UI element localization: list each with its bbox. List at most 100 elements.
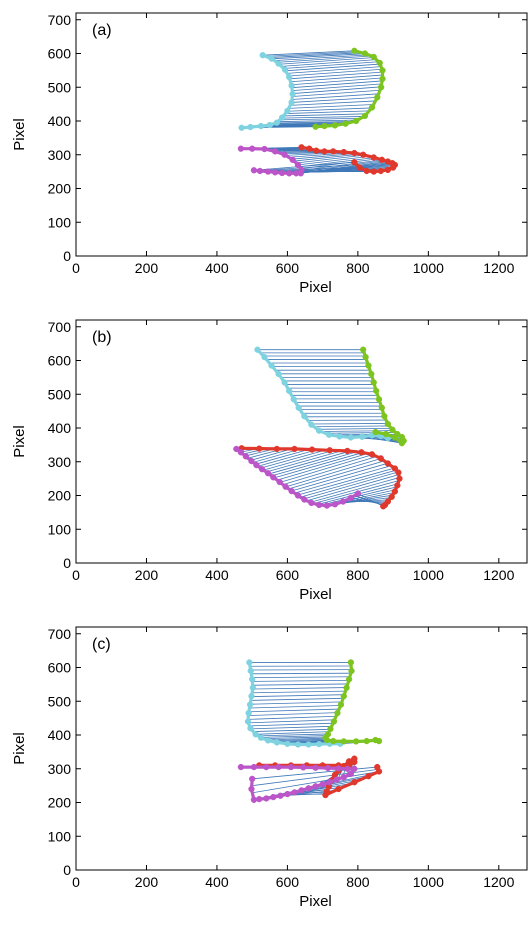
data-point	[373, 388, 379, 394]
y-tick-label: 700	[48, 319, 72, 335]
x-tick-label: 1200	[483, 260, 514, 276]
x-tick-label: 1200	[483, 567, 514, 583]
data-point	[289, 83, 295, 89]
data-point	[277, 479, 283, 485]
x-tick-label: 600	[276, 874, 300, 890]
data-point	[248, 124, 254, 130]
data-point	[330, 738, 336, 744]
connector-line	[253, 729, 330, 731]
data-point	[369, 105, 375, 111]
data-point	[249, 676, 255, 682]
data-point	[263, 796, 269, 802]
data-point	[269, 363, 275, 369]
data-point	[238, 146, 244, 152]
y-tick-label: 0	[63, 555, 71, 571]
x-tick-label: 200	[135, 567, 159, 583]
data-point	[306, 785, 312, 791]
data-point	[394, 482, 400, 488]
data-point	[327, 779, 333, 785]
data-point	[253, 731, 259, 737]
data-point	[351, 159, 357, 165]
x-axis-label: Pixel	[299, 279, 332, 296]
data-point	[262, 146, 268, 152]
data-point	[300, 765, 306, 771]
data-point	[336, 766, 342, 772]
data-point	[371, 169, 377, 175]
connector-line	[251, 673, 351, 674]
data-point	[385, 421, 391, 427]
data-point	[288, 764, 294, 770]
y-tick-label: 300	[48, 454, 72, 470]
y-tick-label: 100	[48, 828, 72, 844]
y-axis-label: Pixel	[11, 425, 28, 458]
data-point	[249, 776, 255, 782]
data-point	[366, 773, 372, 779]
connector-line	[248, 713, 337, 716]
connector-line	[253, 684, 348, 685]
data-point	[322, 148, 328, 154]
connector-line	[251, 726, 332, 729]
data-point	[257, 168, 263, 174]
connector-line	[263, 450, 333, 470]
x-tick-label: 0	[72, 874, 80, 890]
data-point	[256, 446, 262, 452]
data-point	[265, 738, 271, 744]
y-tick-label: 500	[48, 386, 72, 402]
data-point	[385, 461, 391, 467]
data-point	[399, 440, 405, 446]
data-point	[349, 668, 355, 674]
y-axis-label: Pixel	[11, 732, 28, 765]
data-point	[258, 735, 264, 741]
data-point	[336, 786, 342, 792]
axes-frame	[76, 13, 527, 256]
data-point	[247, 702, 253, 708]
data-point	[338, 702, 344, 708]
data-point	[390, 165, 396, 171]
data-point	[392, 435, 398, 441]
data-point	[355, 491, 361, 497]
x-tick-label: 400	[205, 260, 229, 276]
connector-line	[292, 94, 379, 100]
y-tick-label: 0	[63, 248, 71, 264]
data-point	[343, 121, 349, 127]
data-point	[270, 474, 276, 480]
data-point	[285, 108, 291, 114]
connector-line	[311, 423, 388, 424]
data-point	[373, 429, 379, 435]
data-point	[331, 719, 337, 725]
connector-line	[292, 81, 382, 88]
data-point	[390, 427, 396, 433]
x-tick-label: 800	[346, 260, 370, 276]
data-point	[290, 91, 296, 97]
data-point	[267, 122, 273, 128]
connector-line	[291, 78, 382, 85]
connector-line	[252, 677, 350, 678]
connector-line	[290, 72, 383, 79]
data-point	[341, 149, 347, 155]
data-point	[362, 51, 368, 57]
data-point	[282, 380, 288, 386]
connector-line	[292, 84, 381, 91]
panel-label: (a)	[92, 22, 112, 39]
data-point	[246, 660, 252, 666]
data-point	[263, 764, 269, 770]
data-point	[378, 455, 384, 461]
data-point	[378, 168, 384, 174]
data-point	[330, 148, 336, 154]
data-point	[306, 146, 312, 152]
y-tick-label: 400	[48, 113, 72, 129]
data-point	[282, 152, 288, 158]
x-tick-label: 0	[72, 567, 80, 583]
data-point	[360, 347, 366, 353]
data-point	[250, 685, 256, 691]
data-point	[289, 100, 295, 106]
data-point	[269, 56, 275, 62]
data-point	[378, 84, 384, 90]
data-point	[380, 76, 386, 82]
panel-label: (c)	[92, 636, 111, 653]
data-point	[376, 738, 382, 744]
